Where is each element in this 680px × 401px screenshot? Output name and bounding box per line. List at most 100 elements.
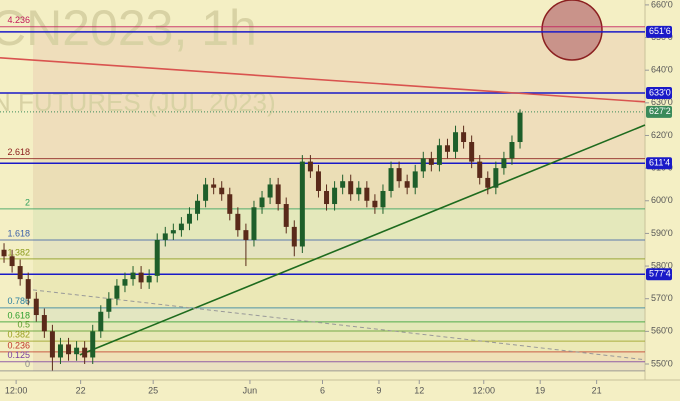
y-tick-label: 590'0 — [651, 228, 673, 238]
y-tick-label: 660'0 — [651, 0, 673, 9]
trend-line — [79, 124, 646, 356]
candle-body — [517, 112, 523, 143]
candle-body — [267, 184, 273, 198]
candle-body — [25, 279, 31, 299]
candle-body — [122, 279, 128, 286]
y-tick-label: 550'0 — [651, 358, 673, 368]
candle-body — [404, 181, 410, 188]
fib-band — [33, 361, 645, 371]
candle-body — [315, 171, 321, 191]
fib-band — [33, 208, 645, 240]
last-price-box — [646, 105, 672, 118]
candle-body — [146, 275, 152, 283]
candle-body — [324, 190, 330, 205]
fib-band — [33, 341, 645, 352]
candle-body — [90, 331, 96, 358]
fib-label: 0.786 — [7, 296, 30, 306]
trend-line — [32, 289, 646, 361]
candle-body — [49, 331, 55, 358]
candle-body — [356, 187, 362, 195]
candle-body — [380, 190, 386, 208]
fib-label: 0.125 — [7, 350, 30, 360]
price-label: 611'4 — [649, 158, 670, 168]
fib-band — [33, 258, 645, 308]
candle-body — [9, 256, 15, 267]
candle-body — [436, 145, 442, 165]
candle-body — [203, 184, 209, 201]
candle-body — [17, 266, 23, 280]
x-tick-label: 12:00 — [472, 385, 495, 395]
candle-body — [420, 158, 426, 172]
candle-body — [154, 239, 160, 276]
fib-label: 0.5 — [17, 319, 30, 329]
candle-body — [275, 184, 281, 205]
y-tick-label: 630'0 — [651, 97, 673, 107]
fib-label: 1.382 — [7, 247, 30, 257]
candle-body — [477, 161, 483, 178]
fib-label: 0.618 — [7, 310, 30, 320]
candle-body — [485, 177, 491, 188]
candle-body — [98, 311, 104, 332]
price-label: 633'0 — [649, 87, 671, 97]
candle-body — [178, 223, 184, 231]
candle-body — [106, 298, 112, 312]
candle-body — [1, 249, 7, 257]
fib-bands — [33, 26, 645, 371]
candle-body — [299, 161, 305, 247]
x-tick-label: 12 — [414, 385, 424, 395]
x-tick-label: Jun — [243, 385, 258, 395]
circle-annotation — [541, 0, 603, 61]
candle-body — [186, 213, 192, 224]
x-tick-label: 25 — [148, 385, 158, 395]
fib-label: 0.382 — [7, 330, 30, 340]
price-label-box — [646, 268, 672, 281]
candle-body — [162, 233, 168, 240]
price-label-box — [646, 157, 672, 170]
y-tick-label: 640'0 — [651, 65, 673, 75]
x-tick-label: 21 — [592, 385, 602, 395]
candle-body — [195, 200, 201, 214]
candle-body — [501, 158, 507, 169]
x-tick-label: 19 — [535, 385, 545, 395]
candle-body — [428, 158, 434, 165]
candle-body — [251, 207, 257, 240]
fib-band — [33, 158, 645, 209]
candle-body — [283, 204, 289, 227]
candle-body — [41, 315, 47, 332]
candle-body — [372, 200, 378, 208]
candle-body — [291, 226, 297, 247]
candle-body — [74, 347, 80, 355]
watermark-sub: N FUTURES (JUL 2023) — [0, 87, 276, 117]
price-label-box — [646, 25, 672, 38]
candle-body — [82, 347, 88, 358]
x-tick-label: 9 — [376, 385, 381, 395]
candle-body — [348, 181, 354, 195]
candle-body — [509, 142, 515, 159]
y-tick-label: 600'0 — [651, 195, 673, 205]
candle-body — [259, 197, 265, 208]
price-label: 577'4 — [649, 269, 671, 279]
x-tick-label: 6 — [320, 385, 325, 395]
fib-band — [33, 351, 645, 362]
price-label: 651'6 — [649, 26, 671, 36]
fib-label: 2 — [25, 197, 30, 207]
candle-body — [211, 184, 217, 188]
candle-body — [235, 213, 241, 231]
candle-body — [138, 272, 144, 283]
candle-body — [453, 132, 459, 152]
fib-band — [33, 307, 645, 322]
x-tick-label: 12:00 — [5, 385, 28, 395]
candle-body — [340, 181, 346, 188]
candle-body — [57, 344, 63, 358]
candle-body — [412, 171, 418, 188]
fib-label: 0 — [25, 359, 30, 369]
candle-body — [444, 145, 450, 152]
y-tick-label: 580'0 — [651, 260, 673, 270]
fib-band — [33, 331, 645, 342]
fib-label: 1.618 — [7, 228, 30, 238]
candle-body — [469, 142, 475, 162]
price-label-box — [646, 87, 672, 100]
